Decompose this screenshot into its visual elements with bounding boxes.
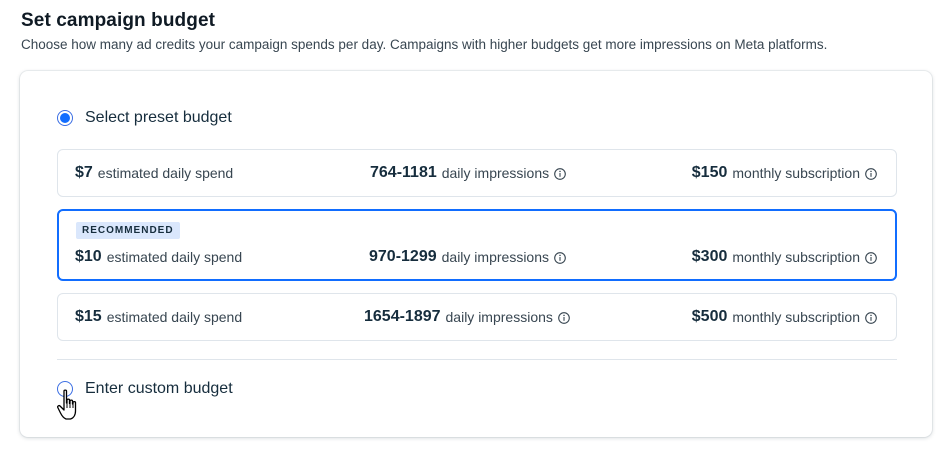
subscription-label: monthly subscription	[732, 249, 860, 265]
daily-spend-label: estimated daily spend	[106, 249, 243, 265]
preset-budget-radio[interactable]	[57, 110, 73, 126]
impressions-label: daily impressions	[445, 309, 553, 325]
daily-impressions: 1654-1897 daily impressions	[364, 308, 570, 326]
recommended-badge: RECOMMENDED	[76, 222, 180, 239]
impressions-value: 970-1299	[369, 248, 437, 265]
daily-spend: $7 estimated daily spend	[75, 164, 233, 182]
monthly-subscription: $150 monthly subscription	[692, 164, 877, 182]
page-title: Set campaign budget	[21, 10, 216, 31]
info-icon[interactable]	[865, 167, 877, 180]
budget-option-10[interactable]: RECOMMENDED $10 estimated daily spend 97…	[57, 209, 897, 281]
custom-budget-radio[interactable]	[57, 381, 73, 397]
preset-budget-radio-row[interactable]: Select preset budget	[57, 109, 232, 127]
preset-budget-label: Select preset budget	[85, 109, 232, 126]
subscription-value: $300	[691, 248, 728, 265]
info-icon[interactable]	[554, 251, 566, 264]
daily-spend-value: $15	[75, 308, 102, 325]
divider	[57, 359, 897, 360]
custom-budget-label: Enter custom budget	[85, 380, 233, 397]
page-subtitle: Choose how many ad credits your campaign…	[21, 37, 828, 52]
info-icon[interactable]	[865, 311, 877, 324]
monthly-subscription: $500 monthly subscription	[692, 308, 877, 326]
subscription-value: $500	[691, 308, 728, 325]
subscription-label: monthly subscription	[732, 309, 860, 325]
budget-card: Select preset budget $7 estimated daily …	[20, 71, 932, 437]
subscription-value: $150	[691, 164, 728, 181]
impressions-label: daily impressions	[441, 249, 549, 265]
daily-impressions: 764-1181 daily impressions	[370, 164, 566, 182]
info-icon[interactable]	[558, 311, 570, 324]
daily-spend-value: $10	[75, 248, 102, 265]
impressions-value: 1654-1897	[364, 308, 441, 325]
custom-budget-radio-row[interactable]: Enter custom budget	[57, 380, 233, 398]
info-icon[interactable]	[554, 167, 566, 180]
impressions-label: daily impressions	[441, 165, 550, 181]
monthly-subscription: $300 monthly subscription	[692, 248, 877, 266]
daily-spend-label: estimated daily spend	[97, 165, 234, 181]
daily-spend: $10 estimated daily spend	[75, 248, 242, 266]
daily-spend-value: $7	[75, 164, 93, 181]
impressions-value: 764-1181	[370, 164, 437, 181]
daily-spend: $15 estimated daily spend	[75, 308, 242, 326]
daily-spend-label: estimated daily spend	[106, 309, 243, 325]
budget-option-7[interactable]: $7 estimated daily spend 764-1181 daily …	[57, 149, 897, 197]
info-icon[interactable]	[865, 251, 877, 264]
budget-option-15[interactable]: $15 estimated daily spend 1654-1897 dail…	[57, 293, 897, 341]
daily-impressions: 970-1299 daily impressions	[369, 248, 566, 266]
subscription-label: monthly subscription	[732, 165, 860, 181]
